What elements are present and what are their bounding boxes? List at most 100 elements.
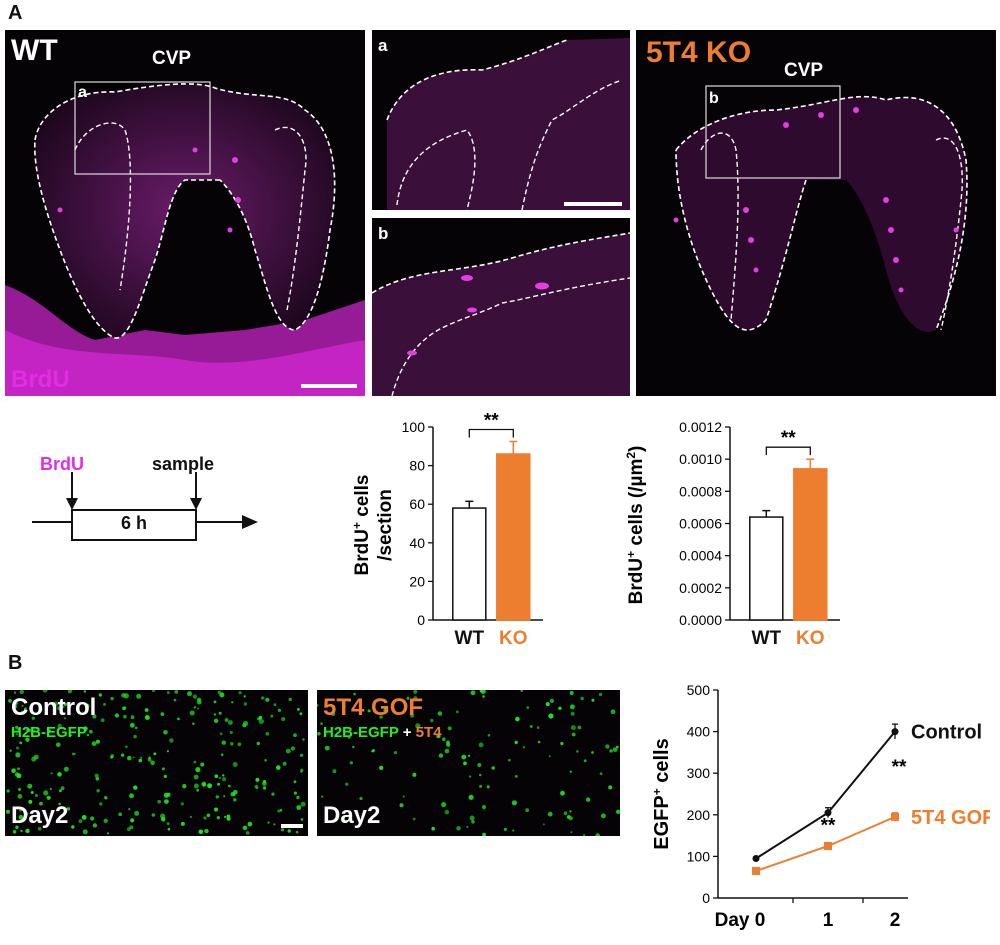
cell-nucleus: [164, 799, 169, 804]
cell-nucleus: [288, 697, 292, 702]
cell-nucleus: [347, 736, 351, 739]
cell-nucleus: [300, 801, 306, 807]
data-point: [891, 728, 899, 736]
cell-nucleus: [50, 772, 53, 775]
cell-nucleus: [133, 785, 138, 790]
cell-nucleus: [121, 753, 125, 757]
cell-nucleus: [576, 750, 579, 753]
cell-nucleus: [526, 706, 530, 709]
cell-nucleus: [160, 712, 165, 716]
cell-nucleus: [482, 832, 486, 836]
cell-nucleus: [11, 768, 16, 773]
cell-nucleus: [25, 828, 30, 834]
cell-nucleus: [20, 829, 23, 833]
cell-nucleus: [569, 810, 572, 813]
cell-nucleus: [247, 821, 253, 827]
cell-nucleus: [14, 701, 18, 705]
cell-nucleus: [224, 815, 227, 818]
cell-nucleus: [70, 734, 72, 737]
chart-egfp-cells-svg: 0 100 200 300 400 500 Day 0 1 2 Control 5T4 GOF ** *…: [650, 682, 994, 931]
cell-nucleus: [64, 717, 66, 720]
cell-nucleus: [43, 790, 49, 796]
cell-nucleus: [430, 718, 434, 723]
cell-nucleus: [353, 692, 356, 696]
cell-nucleus: [300, 770, 303, 773]
cell-nucleus: [601, 813, 606, 819]
significance-label-day1: **: [821, 815, 836, 836]
cell-nucleus: [257, 717, 261, 721]
cell-nucleus: [83, 690, 87, 693]
cell-nucleus: [30, 791, 34, 794]
cell-nucleus: [94, 773, 99, 778]
cell-nucleus: [480, 690, 486, 694]
cell-nucleus: [130, 818, 135, 823]
cell-nucleus: [127, 755, 132, 761]
cell-nucleus: [569, 690, 574, 696]
cell-nucleus: [204, 828, 209, 834]
cell-nucleus: [9, 749, 12, 752]
cell-nucleus: [469, 815, 475, 821]
timeline-sample-label: sample: [152, 454, 215, 474]
cell-nucleus: [25, 729, 28, 732]
cell-nucleus: [147, 757, 152, 762]
cell-nucleus: [258, 718, 264, 724]
cell-nucleus: [99, 802, 103, 806]
cell-nucleus: [163, 730, 168, 735]
cell-nucleus: [227, 784, 231, 788]
control-day-label: Day2: [11, 802, 69, 829]
x-category-label: 1: [823, 910, 834, 931]
cell-nucleus: [138, 758, 143, 763]
cell-nucleus: [520, 690, 523, 692]
cell-nucleus: [219, 732, 223, 736]
cell-nucleus: [66, 807, 71, 811]
cell-nucleus: [233, 793, 236, 797]
cell-nucleus: [441, 802, 447, 808]
cell-nucleus: [577, 725, 582, 730]
y-axis-label-line1: BrdU+ cells: [350, 474, 373, 575]
gof-day-label: Day2: [323, 802, 381, 829]
cell-nucleus: [348, 699, 352, 702]
chart-brdu-per-section: 0 20 40 60 80 100 WT KO ** BrdU+ cells/section: [335, 400, 580, 650]
cell-nucleus: [129, 722, 135, 728]
cell-nucleus: [13, 704, 18, 709]
cell-nucleus: [243, 720, 249, 727]
cell-nucleus: [317, 731, 321, 736]
cell-nucleus: [153, 752, 157, 756]
cell-nucleus: [530, 725, 533, 728]
cell-nucleus: [98, 693, 102, 697]
wt-micrograph: WT CVP a BrdU: [5, 30, 365, 396]
cell-nucleus: [265, 697, 270, 702]
cell-nucleus: [20, 710, 25, 715]
cell-nucleus: [161, 767, 165, 771]
cell-nucleus: [479, 773, 482, 777]
cell-nucleus: [63, 766, 69, 772]
cell-nucleus: [447, 726, 452, 731]
chart-brdu-per-area-svg: 0.0000 0.0002 0.0004 0.0006 0.0008 0.0010 0.00…: [624, 419, 840, 649]
cell-nucleus: [580, 696, 584, 701]
series-label: 5T4 GOF: [911, 807, 990, 829]
cell-nucleus: [133, 734, 137, 739]
cell-nucleus: [203, 816, 207, 820]
cell-nucleus: [273, 823, 276, 826]
cell-nucleus: [481, 805, 487, 810]
cell-nucleus: [470, 690, 476, 696]
ko-tissue-illustration: [673, 85, 968, 332]
cell-nucleus: [17, 727, 21, 731]
brdu-stain-label: BrdU: [11, 366, 70, 393]
cell-nucleus: [359, 796, 363, 801]
cell-nucleus: [130, 715, 135, 720]
cell-nucleus: [245, 831, 250, 835]
cell-nucleus: [262, 781, 267, 786]
series-line-0: [755, 730, 896, 860]
cell-nucleus: [57, 706, 62, 711]
cell-nucleus: [332, 769, 337, 774]
cell-nucleus: [173, 698, 177, 702]
ko-cvp-label: CVP: [784, 60, 824, 81]
inset-b-micrograph: b: [372, 218, 630, 396]
cell-nucleus: [595, 833, 600, 836]
cell-nucleus: [558, 706, 562, 710]
significance-label-day2: **: [892, 757, 907, 778]
inset-a-label: a: [378, 36, 388, 55]
cell-nucleus: [187, 691, 192, 697]
cell-nucleus: [608, 785, 613, 790]
